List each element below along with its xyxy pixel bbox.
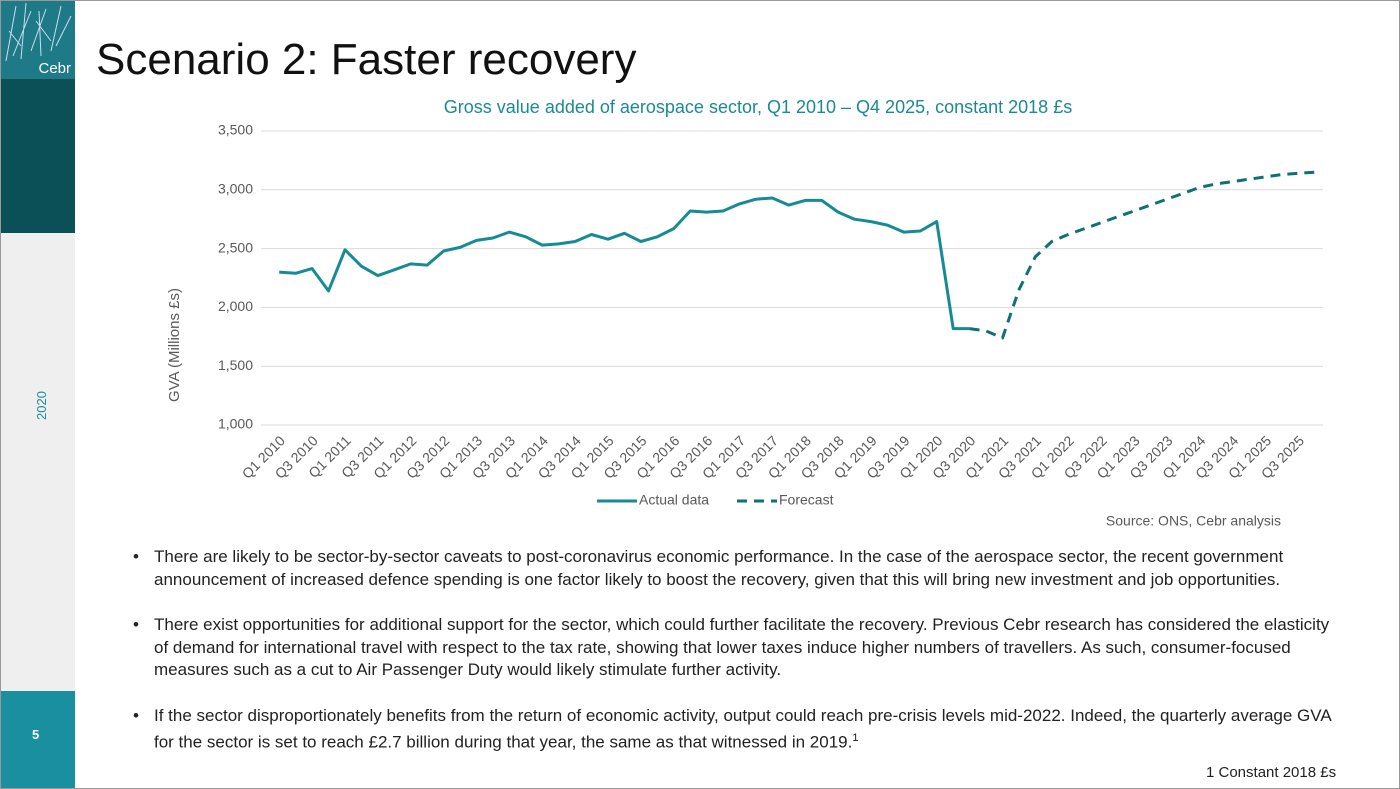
logo-text: Cebr	[38, 60, 71, 77]
source: Source: ONS, Cebr analysis	[1106, 513, 1281, 529]
y-axis-label: GVA (Millions £s)	[166, 288, 183, 402]
bullet: There exist opportunities for additional…	[131, 614, 1341, 682]
series-line	[279, 196, 970, 331]
bullet: If the sector disproportionately benefit…	[131, 705, 1341, 755]
series-line	[969, 170, 1315, 340]
side-block	[1, 79, 75, 233]
y-tick-label: 2,500	[218, 239, 253, 255]
side-block: 5	[1, 691, 75, 788]
y-tick-label: 1,000	[218, 416, 253, 432]
bullet-text: If the sector disproportionately benefit…	[154, 705, 1331, 752]
y-tick-label: 1,500	[218, 357, 253, 373]
chart: Gross value added of aerospace sector, Q…	[166, 97, 1323, 529]
logo-art	[5, 2, 72, 62]
y-tick-label: 2,000	[218, 298, 253, 314]
footnote-ref: 1	[852, 732, 859, 744]
side-block: 2020	[1, 233, 75, 691]
bullets: There are likely to be sector-by-sector …	[131, 546, 1341, 777]
logo: Cebr	[1, 1, 75, 79]
slide-title: Scenario 2: Faster recovery	[96, 35, 637, 84]
bullet: There are likely to be sector-by-sector …	[131, 546, 1341, 591]
legend-label: Forecast	[779, 492, 834, 508]
bullet-text: There are likely to be sector-by-sector …	[154, 547, 1284, 589]
page-number: 5	[32, 727, 40, 742]
chart-title: Gross value added of aerospace sector, Q…	[444, 97, 1072, 117]
y-tick-label: 3,500	[218, 122, 253, 138]
y-tick-label: 3,000	[218, 181, 253, 197]
footnote: 1 Constant 2018 £s	[1206, 764, 1337, 781]
bullet-text: There exist opportunities for additional…	[154, 615, 1330, 679]
legend-label: Actual data	[639, 492, 709, 508]
